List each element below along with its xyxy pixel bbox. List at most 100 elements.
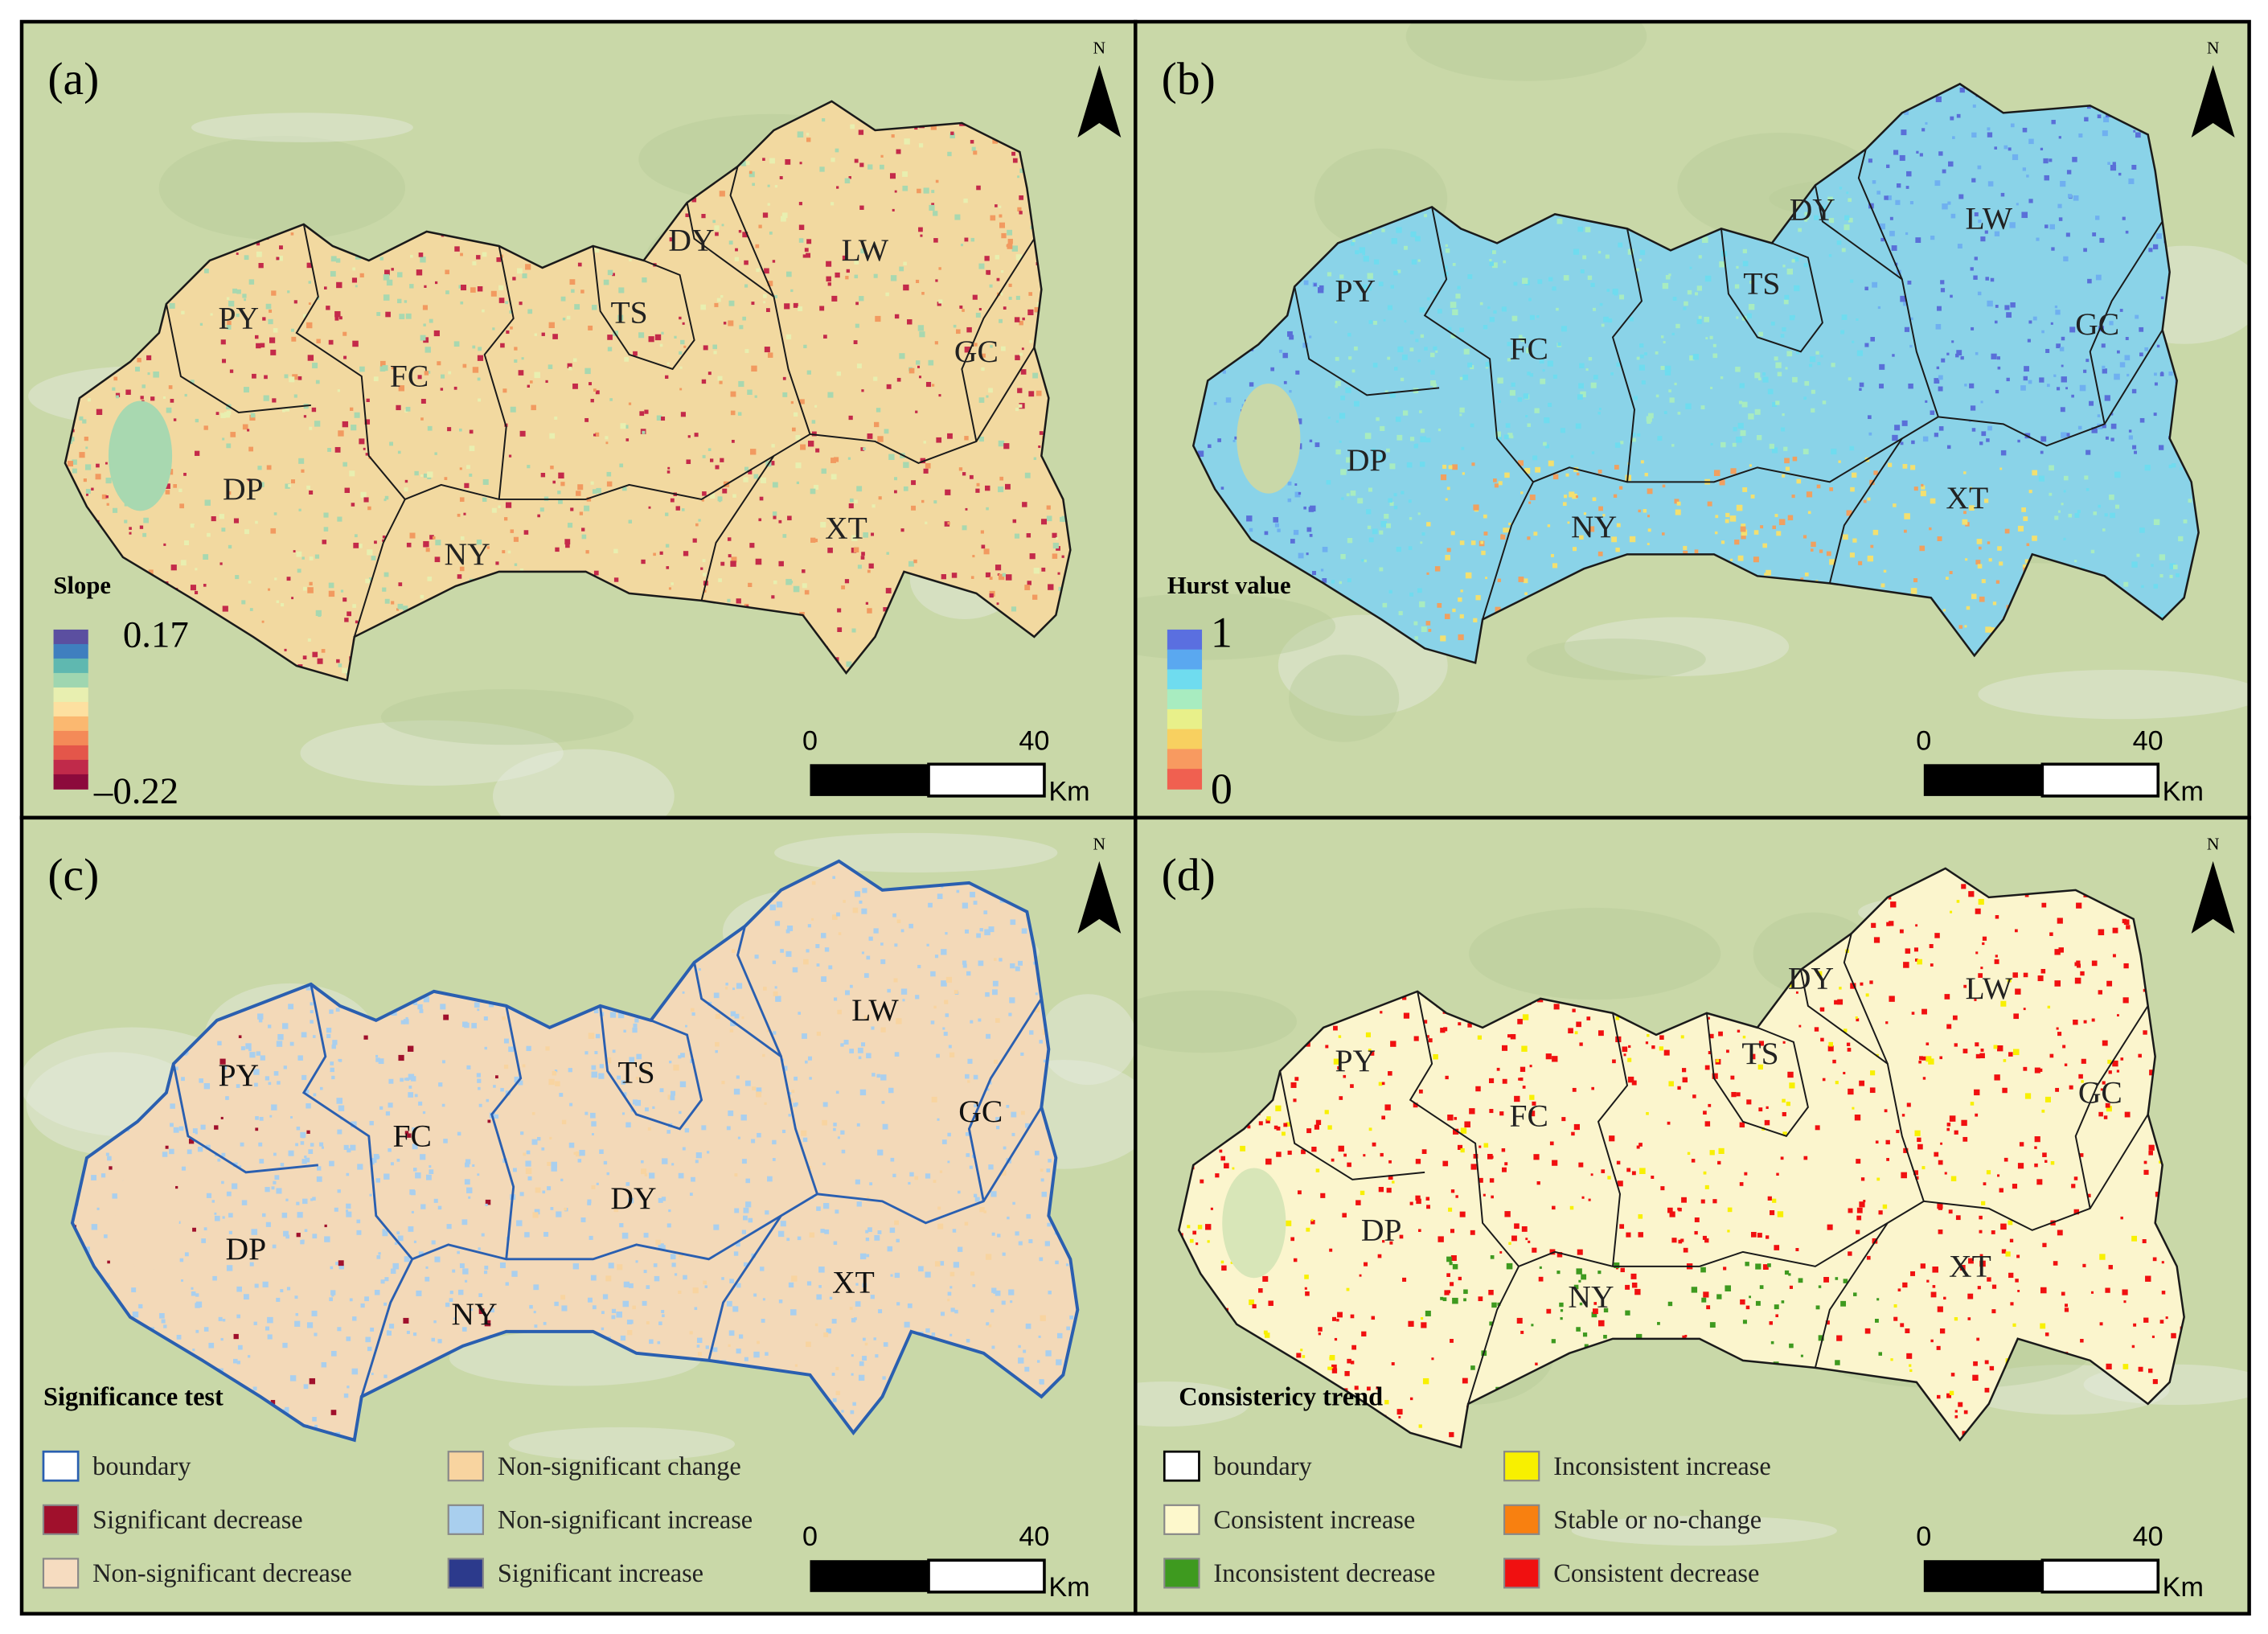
- raster-pixel: [763, 987, 767, 991]
- raster-pixel: [750, 449, 757, 455]
- raster-pixel: [702, 559, 706, 563]
- raster-pixel: [1024, 585, 1031, 590]
- raster-pixel: [659, 551, 663, 555]
- raster-pixel: [1402, 410, 1409, 416]
- raster-pixel: [2099, 237, 2105, 243]
- raster-pixel: [190, 380, 195, 384]
- raster-pixel: [1213, 401, 1217, 405]
- raster-pixel: [260, 343, 265, 348]
- scale-bar-white: [927, 762, 1046, 798]
- raster-pixel: [697, 1352, 702, 1357]
- raster-pixel: [1345, 387, 1351, 393]
- raster-pixel: [1811, 408, 1815, 413]
- raster-pixel: [214, 1125, 219, 1130]
- raster-pixel: [577, 484, 584, 491]
- raster-pixel: [307, 355, 314, 361]
- raster-pixel: [802, 254, 806, 258]
- raster-pixel: [1867, 497, 1871, 501]
- raster-pixel: [666, 362, 670, 365]
- raster-pixel: [397, 1235, 404, 1242]
- raster-pixel: [1045, 1350, 1052, 1357]
- raster-pixel: [219, 1058, 226, 1065]
- raster-pixel: [782, 392, 788, 397]
- raster-pixel: [751, 302, 755, 306]
- raster-pixel: [978, 397, 985, 403]
- raster-pixel: [671, 1163, 675, 1166]
- raster-pixel: [1015, 254, 1023, 261]
- raster-pixel: [317, 658, 323, 664]
- raster-pixel: [1794, 257, 1799, 262]
- raster-pixel: [1689, 266, 1692, 269]
- raster-pixel: [1952, 136, 1955, 139]
- raster-pixel: [644, 409, 649, 414]
- raster-pixel: [586, 497, 592, 502]
- raster-pixel: [1638, 364, 1645, 371]
- raster-pixel: [854, 891, 861, 897]
- raster-pixel: [1719, 261, 1725, 268]
- raster-pixel: [359, 438, 365, 445]
- raster-pixel: [1518, 577, 1524, 582]
- raster-pixel: [715, 232, 719, 236]
- raster-pixel: [1829, 559, 1835, 565]
- raster-pixel: [1217, 438, 1221, 442]
- raster-pixel: [273, 512, 277, 515]
- raster-pixel: [1293, 529, 1299, 536]
- raster-pixel: [788, 1282, 794, 1288]
- raster-pixel: [908, 1181, 911, 1185]
- raster-pixel: [726, 1126, 731, 1131]
- raster-pixel: [352, 267, 356, 271]
- raster-pixel: [865, 601, 869, 605]
- raster-pixel: [995, 1018, 1000, 1023]
- raster-pixel: [1547, 360, 1553, 367]
- raster-pixel: [1498, 400, 1501, 404]
- raster-pixel: [1425, 437, 1431, 443]
- raster-pixel: [204, 499, 211, 506]
- raster-pixel: [1868, 415, 1872, 420]
- raster-pixel: [1382, 602, 1388, 608]
- raster-pixel: [954, 1309, 958, 1314]
- raster-pixel: [845, 990, 850, 996]
- raster-pixel: [933, 1005, 937, 1009]
- raster-pixel: [1331, 580, 1335, 584]
- raster-pixel: [887, 1246, 893, 1252]
- raster-pixel: [1326, 480, 1331, 485]
- raster-pixel: [911, 480, 917, 486]
- raster-pixel: [262, 317, 266, 321]
- raster-pixel: [1990, 277, 1995, 282]
- raster-pixel: [1913, 487, 1918, 491]
- raster-pixel: [665, 375, 669, 380]
- raster-pixel: [335, 258, 341, 263]
- raster-pixel: [195, 418, 199, 423]
- raster-pixel: [2006, 377, 2010, 382]
- raster-pixel: [661, 1310, 665, 1313]
- raster-pixel: [2098, 504, 2102, 508]
- raster-pixel: [590, 399, 594, 403]
- raster-pixel: [502, 550, 506, 554]
- raster-pixel: [806, 252, 811, 258]
- raster-pixel: [1775, 400, 1780, 405]
- raster-pixel: [279, 245, 283, 250]
- raster-pixel: [1698, 255, 1702, 259]
- raster-pixel: [1396, 546, 1401, 552]
- raster-pixel: [888, 1087, 894, 1094]
- raster-pixel: [1277, 528, 1281, 532]
- raster-pixel: [1517, 397, 1523, 402]
- raster-pixel: [773, 580, 777, 585]
- raster-pixel: [892, 208, 895, 211]
- raster-pixel: [1715, 531, 1718, 535]
- raster-pixel: [2104, 395, 2110, 401]
- raster-pixel: [429, 1165, 432, 1168]
- district-boundary: [1532, 416, 1939, 483]
- raster-pixel: [229, 1074, 232, 1078]
- raster-pixel: [1880, 583, 1885, 588]
- raster-pixel: [998, 573, 1005, 581]
- raster-pixel: [1827, 196, 1833, 203]
- raster-pixel: [577, 262, 582, 267]
- raster-pixel: [908, 560, 914, 567]
- raster-pixel: [584, 367, 591, 375]
- raster-pixel: [1017, 175, 1020, 179]
- raster-pixel: [1368, 231, 1372, 235]
- raster-pixel: [203, 554, 209, 560]
- raster-pixel: [666, 1130, 671, 1134]
